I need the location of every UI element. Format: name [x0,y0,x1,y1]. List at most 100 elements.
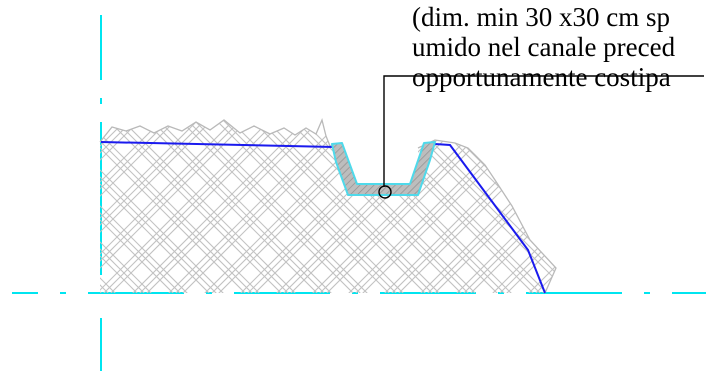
hatch-line [100,120,165,293]
hatch-line [671,100,706,320]
hatch-line [588,100,706,320]
hatch-line [544,120,556,293]
hatch-line [227,120,449,293]
hatch-line [100,120,201,293]
hatch-line [0,100,99,320]
terrain-outline-right [417,139,557,294]
hatch-line [624,100,706,320]
hatch-line [100,120,251,293]
hatch-line [0,100,45,320]
hatch-line [285,120,507,293]
hatch-line [245,120,467,293]
hatch-line [137,120,359,293]
hatch-line [100,120,298,293]
hatch-line [209,120,431,293]
hatch-line [173,120,395,293]
hatch-line [267,120,489,293]
hatch-line [393,120,556,293]
hatch-line [551,120,556,293]
hatch-line [635,100,706,320]
hatch-line [497,120,556,293]
hatch-line [299,120,521,293]
hatch-line [100,120,305,293]
hatch-line [148,120,370,293]
hatch-line [555,120,556,293]
hatch-line [100,120,197,293]
hatch-line [472,120,556,293]
hatch-line [407,120,556,293]
hatch-line [119,120,341,293]
hatch-line [389,120,556,293]
hatch-line [100,120,215,293]
hatch-line [490,120,556,293]
hatch-line [123,120,345,293]
hatch-line [100,120,161,293]
hatch-line [100,120,107,293]
hatch-line [443,120,556,293]
hatch-line [682,100,706,320]
hatch-line [274,120,496,293]
hatch-line [256,120,478,293]
hatch-line [317,120,539,293]
hatch-line [321,120,543,293]
hatch-line [100,120,269,293]
hatch-line [346,120,556,293]
hatch-line [100,120,287,293]
hatch-line [100,120,208,293]
hatch-line [689,100,706,320]
hatch-line [220,120,442,293]
hatch-line [581,100,706,320]
hatch-line [231,120,453,293]
hatch-line [339,120,556,293]
hatch-line [353,120,556,293]
hatch-line [617,100,706,320]
hatch-line [177,120,399,293]
hatch-line [664,100,706,320]
terrain-outline [99,117,343,147]
hatch-line [281,120,503,293]
hatch-line [610,100,706,320]
hatch-line [100,120,280,293]
hatch-line [213,120,435,293]
hatch-line [335,120,556,293]
hatch-line [0,100,63,320]
hatch-line [100,120,125,293]
hatch-line [100,120,183,293]
annotation-leader [378,75,704,199]
hatch-line [100,120,255,293]
hatch-line [537,120,556,293]
hatch-line [100,120,316,293]
hatch-line [454,120,556,293]
hatch-line [159,120,381,293]
hatch-line [100,120,233,293]
hatch-line [100,120,143,293]
hatch-line [100,120,118,293]
hatch-line [0,100,92,320]
hatch-line [533,120,556,293]
hatch-line [100,120,190,293]
annotation-text-line-3: opportunamente costipa [412,62,671,92]
hatch-line [100,120,273,293]
hatch-line [141,120,363,293]
hatch-line [100,120,262,293]
hatch-line [0,100,74,320]
hatch-line [642,100,706,320]
soil-hatch [0,100,706,320]
hatch-line [479,120,556,293]
hatch-line [364,120,556,293]
hatch-line [100,120,291,293]
hatch-line [195,120,417,293]
hatch-line [660,100,706,320]
hatch-line [483,120,556,293]
hatch-line [429,120,556,293]
hatch-line [646,100,706,320]
hatch-line [628,100,706,320]
hatch-line [508,120,556,293]
hatch-line [0,100,34,320]
hatch-line [100,120,111,293]
hatch-line [606,100,706,320]
hatch-line [100,120,154,293]
hatch-line [328,120,550,293]
excavation-profile-line-right [434,143,546,294]
